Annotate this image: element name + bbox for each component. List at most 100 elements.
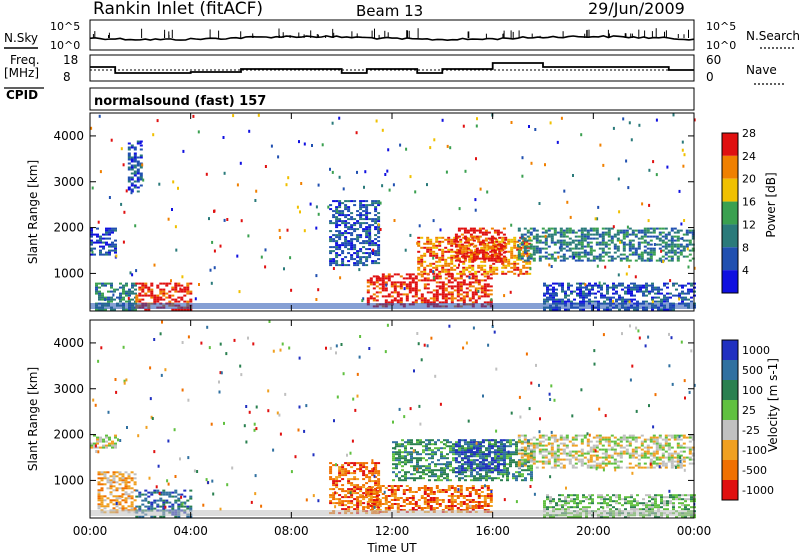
data-cell (487, 247, 491, 250)
data-cell (558, 298, 561, 301)
data-cell (168, 294, 172, 297)
data-cell (375, 495, 379, 497)
data-cell (98, 282, 101, 285)
data-cell (441, 295, 445, 298)
data-cell (441, 240, 445, 243)
data-cell (341, 508, 345, 511)
data-cell (543, 284, 546, 287)
data-cell (515, 463, 518, 466)
data-cell (377, 220, 381, 223)
data-cell (457, 229, 461, 232)
data-cell (108, 196, 111, 199)
data-cell (610, 235, 614, 238)
data-cell (396, 301, 400, 304)
data-cell (420, 258, 424, 261)
data-cell (426, 264, 430, 267)
data-cell (381, 275, 385, 278)
data-cell (499, 453, 503, 456)
data-cell (494, 445, 497, 448)
data-cell (432, 219, 435, 223)
data-cell (678, 292, 681, 295)
data-cell (344, 474, 348, 477)
data-cell (344, 500, 348, 503)
data-cell (417, 505, 421, 507)
data-cell (649, 253, 653, 256)
data-cell (500, 457, 503, 460)
data-cell (378, 491, 382, 493)
data-cell (404, 447, 407, 450)
data-cell (607, 442, 611, 445)
data-cell (598, 434, 602, 437)
data-cell (507, 250, 511, 253)
data-cell (571, 442, 575, 445)
data-cell (136, 160, 140, 163)
data-cell (580, 233, 584, 236)
data-cell (404, 248, 407, 252)
data-cell (467, 445, 470, 448)
data-cell (604, 454, 608, 457)
data-cell (159, 505, 163, 508)
data-cell (254, 199, 257, 202)
colorbar-tick: 8 (742, 241, 749, 254)
data-cell (565, 454, 569, 457)
data-cell (460, 243, 464, 246)
data-cell (426, 495, 430, 497)
data-cell (459, 275, 463, 278)
data-cell (398, 451, 401, 454)
data-cell (486, 485, 490, 487)
data-cell (636, 286, 639, 289)
data-cell (447, 270, 451, 273)
data-cell (341, 234, 345, 237)
data-cell (562, 243, 566, 246)
data-cell (97, 497, 101, 500)
data-cell (669, 292, 672, 295)
data-cell (116, 296, 119, 299)
data-cell (480, 491, 484, 493)
data-cell (378, 287, 382, 290)
data-cell (408, 289, 412, 292)
data-cell (350, 218, 354, 221)
data-cell (112, 481, 116, 484)
data-cell (462, 297, 466, 300)
data-cell (435, 244, 439, 247)
data-cell (688, 253, 692, 256)
data-cell (639, 290, 642, 293)
data-cell (599, 143, 602, 147)
data-cell (642, 290, 645, 293)
data-cell (434, 441, 437, 444)
data-cell (625, 259, 629, 262)
data-cell (586, 444, 590, 447)
data-cell (384, 275, 388, 278)
data-cell (462, 248, 466, 251)
data-cell (105, 440, 108, 443)
data-cell (483, 283, 487, 286)
data-cell (652, 251, 656, 254)
freq-tick-bottom: 8 (63, 70, 71, 84)
data-cell (574, 253, 578, 256)
data-cell (150, 493, 154, 496)
data-cell (484, 463, 488, 466)
data-cell (119, 286, 122, 289)
data-cell (589, 241, 593, 244)
data-cell (582, 292, 585, 295)
data-cell (390, 281, 394, 284)
data-cell (672, 282, 675, 285)
data-cell (181, 275, 184, 279)
data-cell (651, 288, 654, 291)
data-cell (502, 459, 506, 462)
data-cell (471, 236, 475, 239)
data-cell (622, 249, 626, 252)
data-cell (438, 499, 442, 501)
data-cell (616, 245, 620, 248)
data-cell (335, 206, 339, 209)
data-cell (110, 282, 113, 285)
data-cell (622, 434, 626, 437)
data-cell (133, 154, 137, 157)
data-cell (627, 286, 630, 289)
data-cell (541, 456, 545, 459)
data-cell (335, 234, 339, 237)
data-cell (162, 507, 166, 510)
data-cell (580, 442, 584, 445)
data-cell (625, 235, 629, 238)
data-cell (496, 467, 500, 470)
